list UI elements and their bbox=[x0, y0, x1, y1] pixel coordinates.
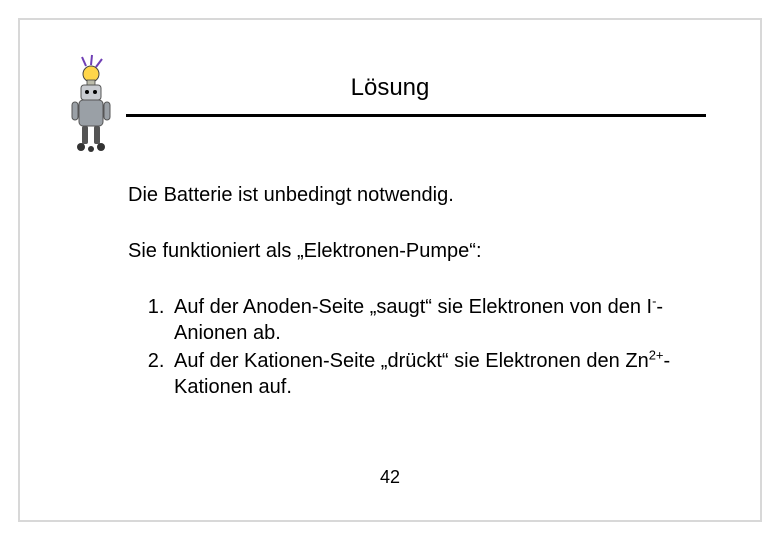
page-number: 42 bbox=[20, 467, 760, 488]
numbered-list: Auf der Anoden-Seite „saugt“ sie Elektro… bbox=[128, 294, 718, 400]
list-item-1: Auf der Anoden-Seite „saugt“ sie Elektro… bbox=[170, 294, 718, 346]
paragraph-2: Sie funktioniert als „Elektronen-Pumpe“: bbox=[128, 238, 718, 264]
slide-title: Lösung bbox=[20, 74, 760, 102]
paragraph-1: Die Batterie ist unbedingt notwendig. bbox=[128, 182, 718, 208]
slide-frame: Lösung Die Batterie ist unbedingt notwen… bbox=[18, 18, 762, 522]
list-item-2-text-pre: Auf der Kationen-Seite „drückt“ sie Elek… bbox=[174, 350, 649, 372]
title-underline bbox=[126, 114, 706, 117]
list-item-1-text-pre: Auf der Anoden-Seite „saugt“ sie Elektro… bbox=[174, 296, 652, 318]
body-content: Die Batterie ist unbedingt notwendig. Si… bbox=[128, 182, 718, 402]
zinc-superscript: 2+ bbox=[649, 347, 664, 362]
list-item-2: Auf der Kationen-Seite „drückt“ sie Elek… bbox=[170, 348, 718, 400]
mascot-illustration bbox=[64, 54, 114, 154]
